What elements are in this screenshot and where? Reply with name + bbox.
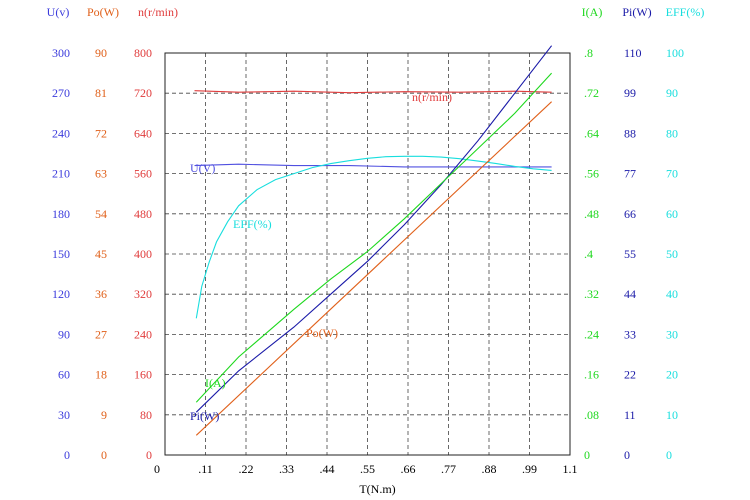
axis-tick-pi: 22 — [624, 368, 636, 382]
axis-tick-n: 560 — [134, 167, 152, 181]
axis-header-eff: EFF(%) — [666, 5, 705, 19]
axis-tick-pi: 55 — [624, 247, 636, 261]
curve-label-pi: Pi(W) — [190, 409, 219, 423]
axis-tick-pi: 44 — [624, 287, 636, 301]
axis-tick-eff: 70 — [666, 167, 678, 181]
axis-header-u: U(v) — [47, 5, 70, 19]
x-tick-label: .44 — [320, 462, 335, 476]
axis-tick-i: .16 — [584, 368, 599, 382]
axis-tick-u: 150 — [52, 247, 70, 261]
x-tick-label: 0 — [154, 462, 160, 476]
x-tick-label: .99 — [522, 462, 537, 476]
series-line-pi — [195, 45, 553, 413]
series-line-n — [194, 90, 552, 94]
axis-tick-po: 9 — [101, 408, 107, 422]
axis-tick-i: .8 — [584, 46, 593, 60]
axis-tick-n: 400 — [134, 247, 152, 261]
axis-tick-pi: 77 — [624, 167, 636, 181]
axis-header-i: I(A) — [582, 5, 603, 19]
axis-tick-po: 81 — [95, 86, 107, 100]
axis-tick-n: 720 — [134, 86, 152, 100]
axis-tick-u: 300 — [52, 46, 70, 60]
axis-tick-i: .56 — [584, 167, 599, 181]
axis-tick-eff: 80 — [666, 126, 678, 140]
axis-tick-eff: 40 — [666, 287, 678, 301]
series-line-u — [194, 163, 552, 168]
axis-tick-po: 63 — [95, 167, 107, 181]
axis-tick-u: 0 — [64, 448, 70, 462]
curve-label-i: I(A) — [205, 376, 226, 390]
axis-tick-po: 90 — [95, 46, 107, 60]
axis-tick-n: 160 — [134, 368, 152, 382]
axis-header-po: Po(W) — [87, 5, 119, 19]
axis-tick-n: 0 — [146, 448, 152, 462]
axis-tick-i: 0 — [584, 448, 590, 462]
axis-tick-po: 54 — [95, 207, 107, 221]
axis-tick-pi: 110 — [624, 46, 642, 60]
axis-tick-u: 30 — [58, 408, 70, 422]
series-line-i — [195, 72, 553, 403]
x-tick-label: .88 — [482, 462, 497, 476]
axis-tick-eff: 100 — [666, 46, 684, 60]
axis-tick-eff: 0 — [666, 448, 672, 462]
axis-tick-n: 240 — [134, 327, 152, 341]
x-tick-label: .33 — [279, 462, 294, 476]
axis-tick-eff: 50 — [666, 247, 678, 261]
axis-tick-i: .72 — [584, 86, 599, 100]
axis-tick-pi: 11 — [624, 408, 636, 422]
axis-tick-i: .08 — [584, 408, 599, 422]
x-tick-label: 1.1 — [563, 462, 578, 476]
axis-tick-i: .64 — [584, 126, 599, 140]
axis-tick-n: 640 — [134, 126, 152, 140]
axis-tick-eff: 20 — [666, 368, 678, 382]
axis-tick-u: 240 — [52, 126, 70, 140]
x-axis-title: T(N.m) — [359, 482, 395, 496]
curve-label-eff: EFF(%) — [233, 217, 272, 231]
curve-label-u: U(V) — [190, 161, 215, 175]
axis-tick-u: 270 — [52, 86, 70, 100]
axis-tick-u: 90 — [58, 327, 70, 341]
series-line-po — [195, 101, 552, 436]
axis-tick-pi: 0 — [624, 448, 630, 462]
axis-tick-po: 0 — [101, 448, 107, 462]
axis-tick-pi: 33 — [624, 327, 636, 341]
curve-label-po: Po(W) — [306, 326, 338, 340]
axis-tick-po: 18 — [95, 368, 107, 382]
x-tick-label: .11 — [198, 462, 213, 476]
axis-header-pi: Pi(W) — [622, 5, 651, 19]
axis-tick-eff: 60 — [666, 207, 678, 221]
axis-tick-i: .48 — [584, 207, 599, 221]
axis-tick-i: .4 — [584, 247, 593, 261]
series-line-eff — [195, 155, 552, 319]
axis-tick-pi: 66 — [624, 207, 636, 221]
axis-tick-n: 800 — [134, 46, 152, 60]
axis-tick-po: 45 — [95, 247, 107, 261]
plot-frame — [164, 52, 571, 456]
x-tick-label: .55 — [360, 462, 375, 476]
axis-tick-eff: 90 — [666, 86, 678, 100]
x-tick-label: .22 — [239, 462, 254, 476]
axis-tick-po: 27 — [95, 327, 107, 341]
curve-label-n: n(r/min) — [412, 90, 452, 104]
axis-tick-u: 210 — [52, 167, 70, 181]
axis-tick-n: 80 — [140, 408, 152, 422]
x-tick-label: .66 — [401, 462, 416, 476]
axis-tick-pi: 99 — [624, 86, 636, 100]
x-tick-label: .77 — [441, 462, 456, 476]
axis-tick-u: 60 — [58, 368, 70, 382]
axis-tick-pi: 88 — [624, 126, 636, 140]
axis-tick-i: .32 — [584, 287, 599, 301]
axis-tick-eff: 10 — [666, 408, 678, 422]
axis-tick-u: 120 — [52, 287, 70, 301]
axis-tick-u: 180 — [52, 207, 70, 221]
axis-tick-po: 36 — [95, 287, 107, 301]
axis-tick-eff: 30 — [666, 327, 678, 341]
axis-tick-n: 320 — [134, 287, 152, 301]
axis-tick-n: 480 — [134, 207, 152, 221]
axis-tick-i: .24 — [584, 327, 599, 341]
axis-header-n: n(r/min) — [138, 5, 178, 19]
axis-tick-po: 72 — [95, 126, 107, 140]
